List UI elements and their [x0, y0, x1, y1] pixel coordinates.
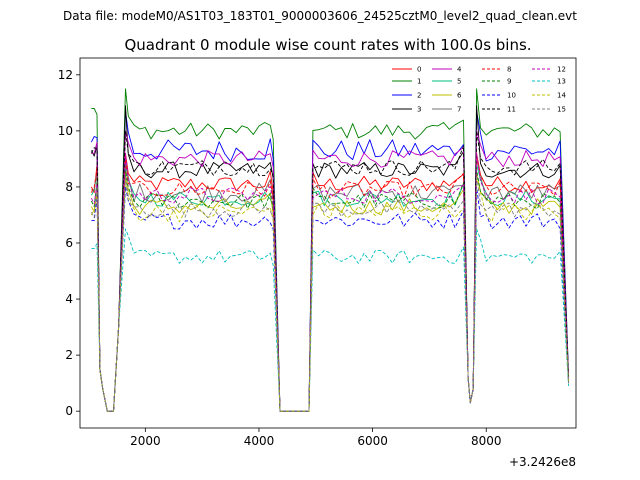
figure-suptitle: Data file: modeM0/AS1T03_183T01_90000036…: [63, 9, 577, 23]
x-tick-label: 8000: [471, 434, 502, 448]
legend-label-9: 9: [507, 78, 511, 86]
series-line-1: [91, 88, 570, 412]
legend-label-4: 4: [457, 66, 462, 74]
series-line-13: [91, 228, 570, 412]
x-tick-label: 6000: [357, 434, 388, 448]
x-axis: 2000 4000 6000 8000: [130, 428, 502, 448]
legend-label-10: 10: [507, 92, 516, 100]
series-line-9: [90, 169, 570, 412]
series-line-8: [90, 158, 570, 412]
legend-label-14: 14: [557, 92, 566, 100]
legend-label-2: 2: [417, 92, 421, 100]
legend-label-7: 7: [457, 106, 461, 114]
y-tick-label: 4: [65, 292, 73, 306]
legend-label-6: 6: [457, 92, 462, 100]
x-tick-label: 2000: [130, 434, 161, 448]
x-tick-label: 4000: [244, 434, 275, 448]
y-tick-label: 12: [58, 68, 73, 82]
legend-label-3: 3: [417, 106, 421, 114]
y-tick-label: 0: [65, 404, 73, 418]
y-axis: 0 2 4 6 8 10 12: [58, 68, 80, 418]
series-line-3: [90, 105, 570, 412]
series-line-11: [90, 130, 570, 412]
series-line-2: [90, 110, 570, 412]
series-layer: [90, 88, 570, 412]
legend-label-5: 5: [457, 78, 461, 86]
y-tick-label: 10: [58, 124, 73, 138]
y-tick-label: 6: [65, 236, 73, 250]
legend-label-1: 1: [417, 78, 421, 86]
series-line-12: [90, 152, 570, 412]
x-offset-label: +3.2426e8: [509, 455, 576, 469]
legend-label-11: 11: [507, 106, 516, 114]
series-line-4: [91, 130, 570, 412]
y-tick-label: 8: [65, 180, 73, 194]
chart-title: Quadrant 0 module wise count rates with …: [124, 36, 531, 54]
y-tick-label: 2: [65, 348, 73, 362]
legend-label-12: 12: [557, 66, 566, 74]
legend-label-13: 13: [557, 78, 566, 86]
series-line-0: [90, 152, 570, 412]
legend-label-8: 8: [507, 66, 511, 74]
series-line-15: [90, 175, 570, 412]
legend-label-0: 0: [417, 66, 421, 74]
legend-label-15: 15: [557, 106, 566, 114]
series-line-14: [90, 178, 570, 412]
